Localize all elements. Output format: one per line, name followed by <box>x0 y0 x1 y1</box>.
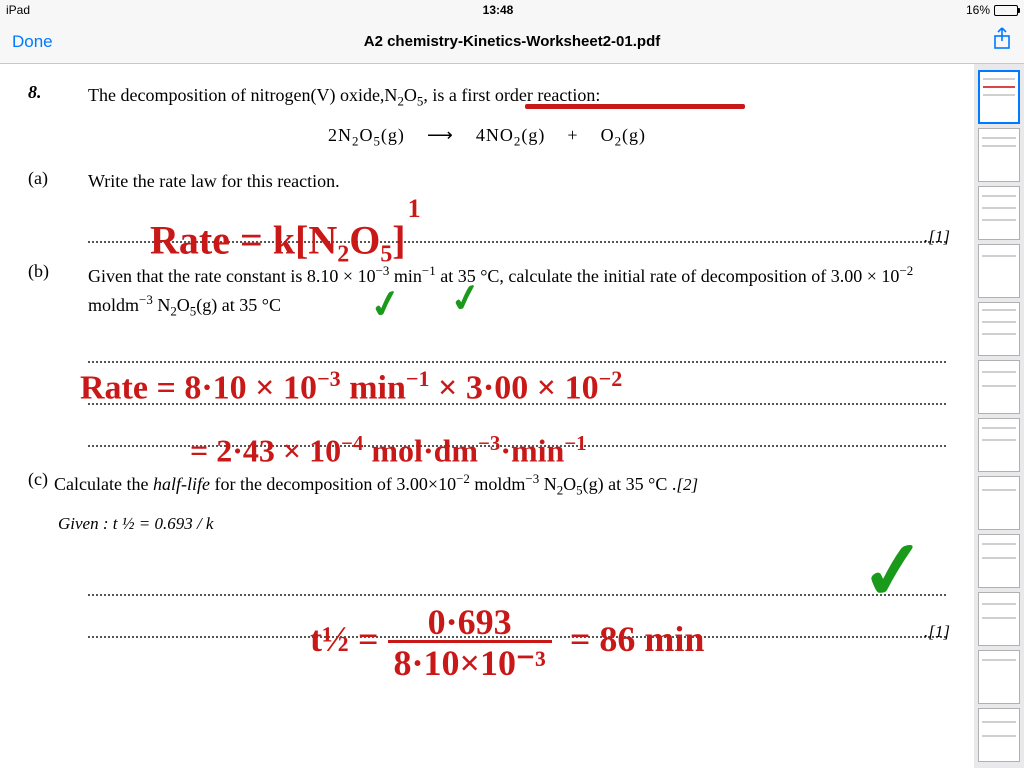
page-thumbnail[interactable] <box>978 70 1020 124</box>
battery-percent: 16% <box>966 3 990 17</box>
part-a-text: Write the rate law for this reaction. <box>88 168 946 195</box>
page-thumbnail[interactable] <box>978 476 1020 530</box>
page-thumbnail[interactable] <box>978 302 1020 356</box>
page-thumbnail[interactable] <box>978 418 1020 472</box>
done-button[interactable]: Done <box>12 32 92 52</box>
device-label: iPad <box>6 3 30 17</box>
part-c-label: (c) <box>28 469 48 500</box>
thumbnail-sidebar[interactable] <box>974 64 1024 768</box>
nav-bar: Done A2 chemistry-Kinetics-Worksheet2-01… <box>0 20 1024 64</box>
part-b-text: Given that the rate constant is 8.10 × 1… <box>88 261 946 321</box>
given-formula: Given : t ½ = 0.693 / k <box>58 514 946 534</box>
pdf-page[interactable]: 8. The decomposition of nitrogen(V) oxid… <box>0 64 974 768</box>
page-thumbnail[interactable] <box>978 650 1020 704</box>
part-a-label: (a) <box>28 168 88 195</box>
share-button[interactable] <box>932 27 1012 56</box>
share-icon <box>992 27 1012 51</box>
status-bar: iPad 13:48 16% <box>0 0 1024 20</box>
part-b-label: (b) <box>28 261 88 321</box>
page-thumbnail[interactable] <box>978 534 1020 588</box>
page-thumbnail[interactable] <box>978 244 1020 298</box>
question-number: 8. <box>28 82 88 111</box>
clock: 13:48 <box>30 3 966 17</box>
page-thumbnail[interactable] <box>978 592 1020 646</box>
part-c-text: Calculate the half-life for the decompos… <box>54 469 946 500</box>
battery-indicator: 16% <box>966 3 1018 17</box>
mark-1: .[1] <box>924 227 950 247</box>
document-title: A2 chemistry-Kinetics-Worksheet2-01.pdf <box>92 33 932 50</box>
page-thumbnail[interactable] <box>978 360 1020 414</box>
mark-3: .[1] <box>924 622 950 642</box>
question-text: The decomposition of nitrogen(V) oxide,N… <box>88 82 946 111</box>
page-thumbnail[interactable] <box>978 186 1020 240</box>
battery-icon <box>994 5 1018 16</box>
reaction-equation: 2N2O5(g) ⟶ 4NO2(g) + O2(g) <box>28 125 946 150</box>
page-thumbnail[interactable] <box>978 708 1020 762</box>
page-thumbnail[interactable] <box>978 128 1020 182</box>
